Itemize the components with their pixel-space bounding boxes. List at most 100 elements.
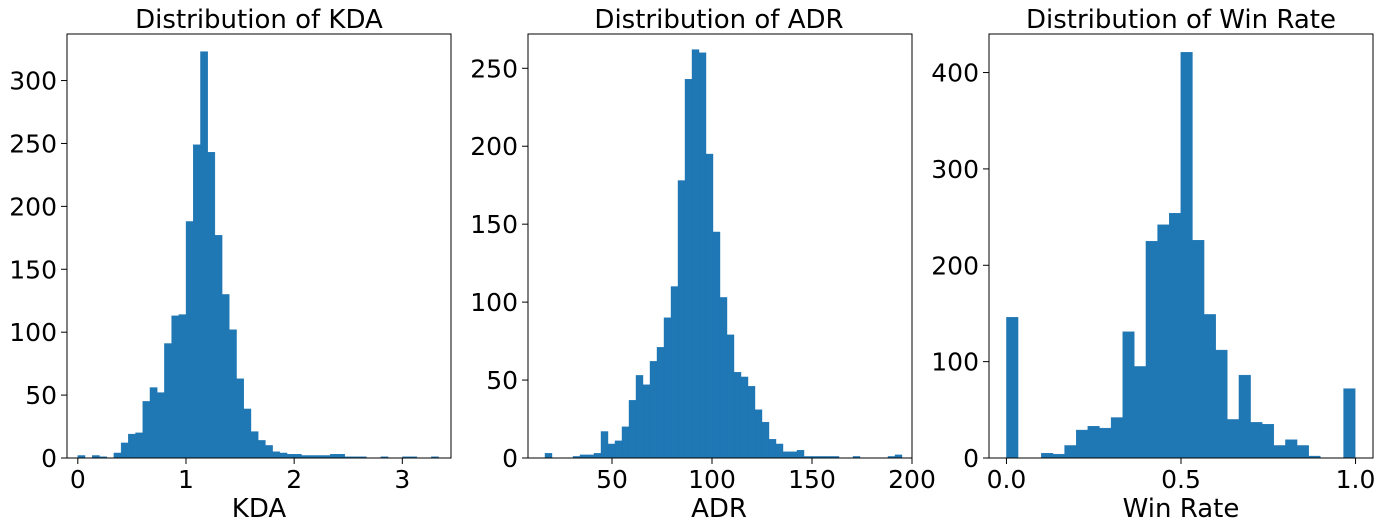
- kda-bars: [77, 51, 439, 459]
- adr-histogram-bar: [747, 386, 756, 459]
- winrate-chart-title: Distribution of Win Rate: [1026, 5, 1336, 35]
- kda-histogram-bar: [221, 294, 230, 459]
- kda-histogram-bar: [171, 315, 180, 459]
- winrate-x-tick-label: 1.0: [1336, 465, 1376, 494]
- kda-chart-title: Distribution of KDA: [135, 5, 383, 35]
- adr-x-axis-ticks: 50 100 150 200: [596, 458, 936, 494]
- kda-x-tick-label: 0: [70, 465, 86, 494]
- adr-y-tick-label: 0: [502, 444, 518, 473]
- kda-histogram-bar: [164, 343, 172, 459]
- adr-histogram-bar: [593, 453, 602, 459]
- winrate-axes-frame: [988, 33, 1374, 459]
- winrate-histogram-bar: [1192, 240, 1205, 459]
- kda-histogram-bar: [257, 440, 266, 459]
- kda-x-axis-label: KDA: [232, 494, 287, 524]
- adr-histogram-bar: [656, 347, 665, 459]
- adr-y-axis-ticks: 0 50 100 150 200 250: [470, 54, 528, 473]
- winrate-histogram-bar: [1215, 349, 1228, 459]
- adr-histogram-bar: [684, 79, 693, 459]
- kda-x-tick-label: 2: [286, 465, 302, 494]
- adr-histogram-bar: [621, 426, 630, 459]
- adr-chart-title: Distribution of ADR: [594, 5, 843, 35]
- adr-histogram-bar: [677, 180, 686, 459]
- kda-y-tick-label: 300: [9, 67, 57, 96]
- winrate-histogram-bar: [1343, 388, 1356, 459]
- adr-histogram-bar: [614, 440, 623, 459]
- adr-histogram-bar: [754, 409, 763, 459]
- winrate-x-tick-label: 0.5: [1161, 465, 1201, 494]
- winrate-histogram-bar: [1052, 453, 1065, 459]
- winrate-y-tick-label: 400: [931, 59, 979, 88]
- adr-histogram-bar: [698, 52, 707, 459]
- kda-y-tick-label: 150: [9, 255, 57, 284]
- adr-x-axis-label: ADR: [691, 494, 747, 524]
- kda-y-tick-label: 100: [9, 318, 57, 347]
- kda-histogram-bar: [250, 431, 259, 459]
- kda-histogram-bar: [128, 433, 136, 459]
- winrate-y-tick-label: 200: [931, 251, 979, 280]
- adr-histogram-bar: [607, 443, 616, 459]
- kda-histogram-bar: [214, 235, 223, 459]
- kda-histogram-bar: [193, 144, 201, 459]
- adr-histogram-bar: [663, 317, 672, 459]
- adr-histogram-bar: [670, 286, 679, 459]
- adr-histogram-bar: [761, 421, 770, 459]
- kda-histogram-bar: [337, 454, 345, 459]
- adr-axes-frame: [527, 33, 913, 459]
- adr-histogram-bar: [600, 431, 609, 459]
- winrate-histogram-bar: [1087, 426, 1100, 459]
- winrate-histogram-bar: [1227, 419, 1240, 459]
- kda-histogram-bar: [120, 442, 129, 459]
- adr-histogram-bar: [726, 334, 735, 459]
- adr-x-tick-label: 200: [888, 465, 936, 494]
- kda-histogram-bar: [156, 392, 165, 459]
- adr-histogram-bar: [768, 439, 777, 459]
- winrate-histogram-bar: [1285, 439, 1298, 459]
- kda-y-tick-label: 250: [9, 129, 57, 158]
- adr-x-tick-label: 150: [788, 465, 836, 494]
- winrate-histogram-bar: [1180, 52, 1193, 459]
- adr-y-tick-label: 100: [470, 288, 518, 317]
- adr-histogram-bar: [649, 361, 658, 459]
- winrate-histogram-bar: [1145, 240, 1158, 459]
- kda-histogram-bar: [294, 454, 302, 459]
- kda-histogram-bar: [142, 401, 151, 459]
- kda-histogram-bar: [185, 221, 194, 459]
- kda-histogram-bar: [113, 452, 122, 459]
- adr-histogram-bar: [705, 153, 714, 459]
- winrate-y-axis-ticks: 0 100 200 300 400: [931, 59, 989, 473]
- kda-y-tick-label: 0: [41, 444, 57, 473]
- winrate-histogram-bar: [1296, 445, 1309, 459]
- winrate-histogram-bar: [1261, 424, 1275, 459]
- kda-histogram-bar: [265, 445, 273, 459]
- adr-histogram-bar: [775, 443, 784, 459]
- kda-histogram-bar: [135, 432, 143, 459]
- winrate-histogram-bar: [1064, 445, 1077, 459]
- winrate-bars: [1006, 52, 1356, 459]
- winrate-x-axis-ticks: 0.0 0.5 1.0: [987, 458, 1376, 494]
- kda-histogram-bar: [272, 451, 281, 459]
- adr-histogram-bar: [782, 451, 791, 459]
- winrate-y-tick-label: 100: [931, 348, 979, 377]
- winrate-histogram-bar: [1238, 374, 1251, 459]
- kda-x-axis-ticks: 0 1 2 3: [70, 458, 410, 494]
- kda-histogram-bar: [207, 152, 216, 459]
- adr-histogram-bar: [719, 297, 728, 459]
- adr-bars: [544, 49, 903, 459]
- adr-y-tick-label: 150: [470, 210, 518, 239]
- kda-x-tick-label: 3: [394, 465, 410, 494]
- winrate-histogram-bar: [1075, 429, 1089, 459]
- adr-y-tick-label: 200: [470, 132, 518, 161]
- kda-histogram-bar: [279, 452, 288, 459]
- winrate-histogram-bar: [1134, 366, 1147, 459]
- winrate-histogram-bar: [1041, 452, 1054, 459]
- winrate-histogram-bar: [1122, 331, 1135, 459]
- winrate-histogram-bar: [1110, 417, 1123, 459]
- kda-histogram-bar: [149, 387, 158, 459]
- adr-histogram-bar: [635, 375, 644, 459]
- adr-y-tick-label: 250: [470, 54, 518, 83]
- winrate-histogram-bar: [1006, 317, 1019, 459]
- adr-x-tick-label: 100: [688, 465, 736, 494]
- winrate-histogram-panel: Distribution of Win Rate 0.0 0.5 1.0 0 100 2…: [931, 5, 1375, 524]
